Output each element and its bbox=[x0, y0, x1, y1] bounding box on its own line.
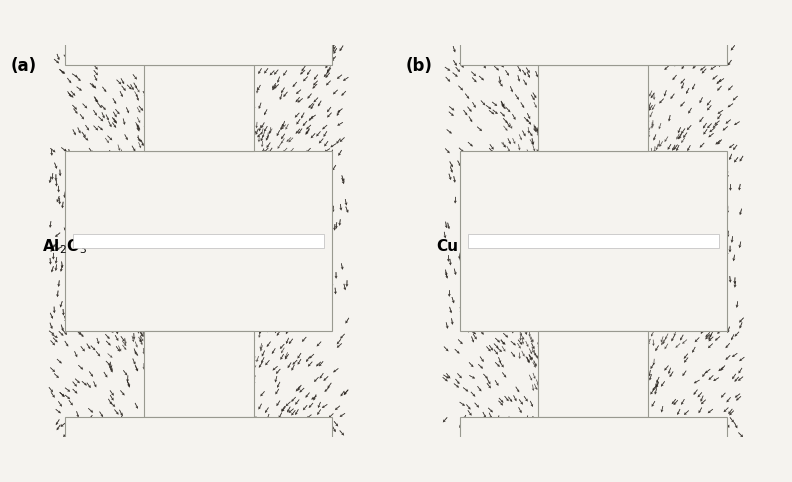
Bar bbox=[539, 331, 648, 417]
Bar bbox=[66, 417, 332, 464]
Bar bbox=[66, 151, 332, 331]
Text: Al$_2$O$_3$: Al$_2$O$_3$ bbox=[42, 238, 87, 256]
Bar bbox=[144, 331, 253, 417]
Bar bbox=[539, 65, 648, 151]
Bar bbox=[460, 18, 726, 65]
Text: (a): (a) bbox=[10, 57, 36, 75]
Bar bbox=[468, 234, 718, 248]
Bar bbox=[66, 18, 332, 65]
Text: Cu: Cu bbox=[436, 240, 459, 254]
Bar bbox=[460, 417, 726, 464]
Text: (b): (b) bbox=[406, 57, 432, 75]
Bar bbox=[144, 65, 253, 151]
Bar bbox=[74, 234, 324, 248]
Bar bbox=[460, 151, 726, 331]
